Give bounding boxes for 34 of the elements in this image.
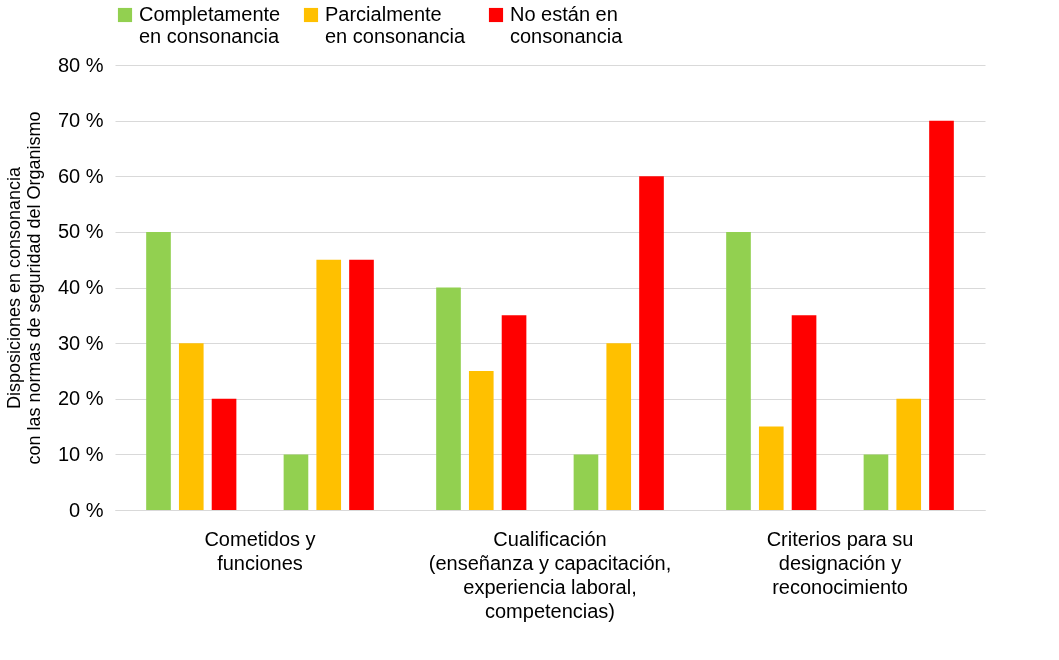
bar	[929, 120, 954, 510]
bar	[146, 231, 171, 510]
x-tick-label: Cometidos y funciones	[204, 528, 316, 574]
y-tick-label: 40 %	[57, 276, 104, 298]
bar	[863, 454, 889, 510]
y-tick-label: 50 %	[57, 220, 104, 243]
bar	[178, 343, 204, 510]
y-tick-label: 30 %	[57, 331, 104, 354]
bar	[573, 454, 599, 510]
y-tick-label: 80 %	[57, 53, 104, 76]
bar	[436, 287, 461, 510]
bar	[501, 315, 527, 510]
y-tick-label: 0 %	[69, 498, 104, 521]
legend-label: Completamente en consonancia	[139, 3, 281, 47]
bar	[606, 343, 632, 510]
bar	[726, 231, 751, 510]
bar	[316, 259, 342, 510]
y-tick-label: 70 %	[57, 109, 104, 132]
x-tick-label: Cualificación (enseñanza y capacitación, experiencia laboral, competencias)	[428, 528, 672, 622]
bar	[896, 398, 922, 510]
x-tick-label: Criterios para su designación y reconocimiento	[766, 528, 914, 598]
y-tick-label: 60 %	[57, 164, 104, 187]
bar	[758, 426, 784, 510]
legend-label: No están en consonancia	[510, 3, 624, 47]
legend-label: Parcialmente en consonancia	[325, 3, 466, 47]
bar	[349, 259, 374, 510]
bar	[791, 315, 817, 510]
y-axis-title: Disposiciones en consonancia con las normas de seguridad del Organismo	[3, 111, 44, 465]
y-tick-label: 20 %	[57, 387, 104, 410]
bar	[211, 398, 237, 510]
bar	[639, 176, 664, 510]
y-tick-label: 10 %	[57, 442, 104, 465]
bar	[283, 454, 309, 510]
bar	[468, 370, 494, 510]
